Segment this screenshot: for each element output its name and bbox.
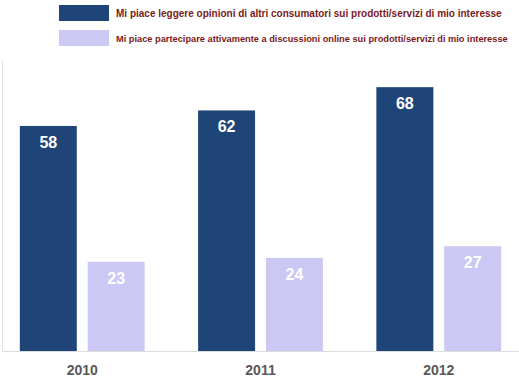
bar <box>376 87 433 351</box>
x-tick-label: 2012 <box>423 362 454 378</box>
x-tick: 2011 <box>245 351 276 378</box>
bar <box>20 126 77 351</box>
data-label: 24 <box>286 266 304 283</box>
legend-swatch <box>59 30 109 46</box>
x-axis: 2010 2011 2012 <box>3 351 519 378</box>
data-label: 58 <box>39 134 57 151</box>
chart: 58 62 68 23 24 27 2010 2011 2012 Mi piace leggere… <box>0 0 519 389</box>
bars <box>20 87 501 351</box>
bar <box>444 246 501 351</box>
x-tick-label: 2011 <box>245 362 276 378</box>
data-label: 27 <box>464 254 482 271</box>
data-labels: 58 62 68 23 24 27 <box>39 95 481 287</box>
bar <box>88 262 145 351</box>
x-tick: 2012 <box>423 351 454 378</box>
legend: Mi piace leggere opinioni di altri consu… <box>59 5 508 46</box>
plot: 58 62 68 23 24 27 2010 2011 2012 <box>3 61 519 378</box>
legend-label: Mi piace partecipare attivamente a discu… <box>116 34 508 44</box>
data-label: 23 <box>107 270 125 287</box>
x-tick-label: 2010 <box>67 362 98 378</box>
data-label: 62 <box>218 118 236 135</box>
bar <box>198 110 255 351</box>
legend-label: Mi piace leggere opinioni di altri consu… <box>116 8 502 19</box>
bar <box>266 258 323 351</box>
y-axis-line <box>2 61 3 352</box>
x-tick: 2010 <box>67 351 98 378</box>
x-axis-line <box>3 351 519 352</box>
y-axis <box>2 61 3 352</box>
data-label: 68 <box>396 95 414 112</box>
legend-swatch <box>59 5 109 21</box>
